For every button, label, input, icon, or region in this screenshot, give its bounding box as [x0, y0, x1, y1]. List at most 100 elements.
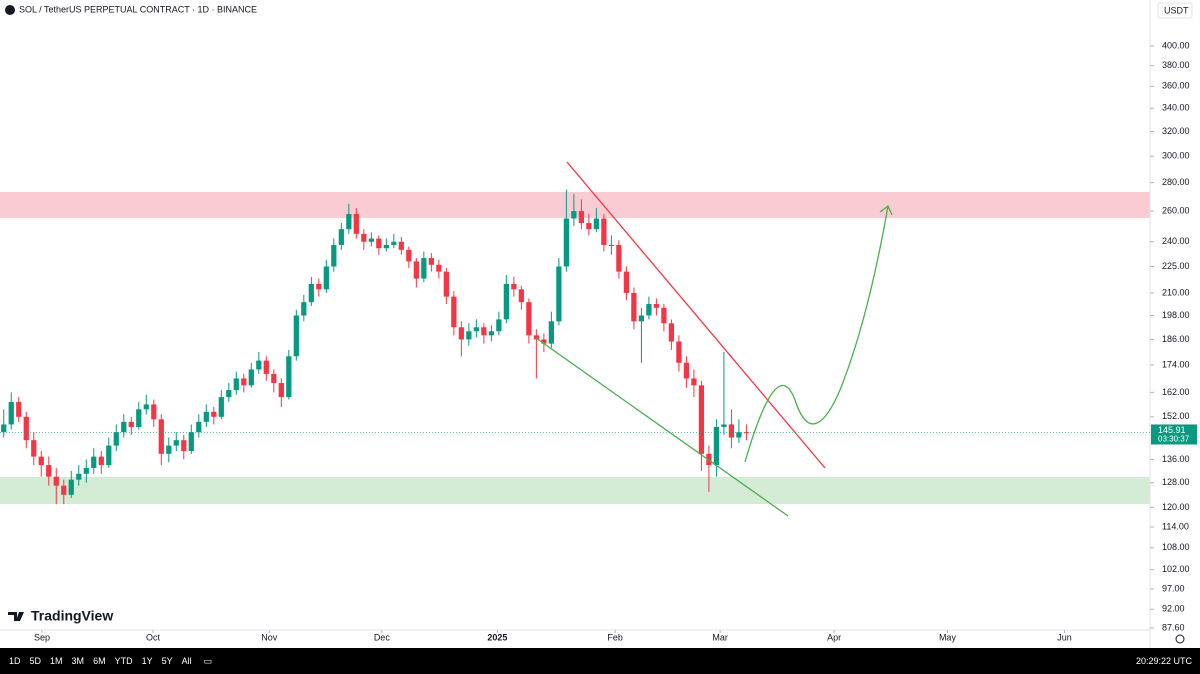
candle-body: [1, 424, 7, 433]
range-button[interactable]: 5Y: [161, 656, 173, 666]
y-tick-label: 120.00: [1162, 502, 1190, 512]
candle-body: [158, 419, 164, 454]
candle-body: [173, 440, 179, 446]
candle-body: [488, 331, 494, 336]
candle-body: [376, 238, 382, 249]
candle-body: [601, 218, 607, 245]
candle-body: [293, 315, 299, 357]
last-price-label: 145.91: [1158, 425, 1186, 435]
candle-body: [361, 233, 367, 242]
range-button[interactable]: 1Y: [141, 656, 153, 666]
range-button[interactable]: All: [181, 656, 192, 666]
candle-body: [61, 485, 67, 495]
candle-body: [683, 362, 690, 379]
candle-body: [458, 327, 464, 340]
y-tick-label: 102.00: [1162, 564, 1190, 574]
x-tick-label: May: [939, 632, 957, 642]
candle-body: [526, 302, 532, 336]
candle-body: [616, 244, 622, 272]
range-button[interactable]: YTD: [114, 656, 133, 666]
currency-button[interactable]: [1157, 2, 1193, 19]
candle-body: [421, 258, 427, 279]
candle-body: [316, 283, 322, 290]
y-tick-label: 360.00: [1162, 81, 1190, 91]
x-tick-label: Sep: [34, 632, 50, 642]
symbol-icon: [5, 5, 15, 15]
candle-body: [46, 465, 52, 477]
y-tick-label: 280.00: [1162, 177, 1190, 187]
candle-body: [481, 327, 487, 336]
candle-body: [181, 440, 187, 452]
range-button[interactable]: 1D: [9, 656, 21, 666]
x-tick-label: Apr: [827, 632, 841, 642]
candle-body: [518, 289, 524, 303]
candle-body: [151, 404, 157, 420]
countdown: 03:30:37: [1158, 435, 1190, 444]
y-tick-label: 400.00: [1162, 40, 1190, 50]
x-tick-label: Feb: [607, 632, 623, 642]
candle-body: [556, 266, 562, 322]
date-range-icon[interactable]: ▭: [203, 655, 213, 666]
candle-body: [263, 360, 269, 374]
range-button[interactable]: 3M: [71, 656, 85, 666]
candle-body: [668, 323, 675, 342]
candle-body: [113, 432, 119, 446]
candle-body: [98, 456, 104, 466]
candle-body: [533, 335, 539, 340]
support-zone: [0, 477, 1150, 504]
y-tick-label: 300.00: [1162, 151, 1190, 161]
candle-body: [218, 397, 224, 417]
y-tick-label: 380.00: [1162, 60, 1190, 70]
y-tick-label: 225.00: [1162, 261, 1190, 271]
candle-body: [496, 319, 502, 332]
y-tick-label: 97.00: [1162, 583, 1185, 593]
candle-body: [211, 411, 217, 417]
candle-body: [571, 211, 577, 219]
y-tick-label: 162.00: [1162, 387, 1190, 397]
x-tick-label: Jun: [1057, 632, 1072, 642]
chart: SOL / TetherUS PERPETUAL CONTRACT · 1D ·…: [0, 0, 1197, 648]
candle-body: [608, 244, 615, 246]
candle-body: [196, 421, 202, 433]
x-tick-label: Nov: [261, 632, 278, 642]
y-tick-label: 186.00: [1162, 334, 1190, 344]
candle-body: [466, 331, 472, 340]
y-tick-label: 136.00: [1162, 454, 1190, 464]
candle-body: [166, 445, 172, 454]
y-tick-label: 198.00: [1162, 310, 1190, 320]
watermark: TradingView: [31, 608, 113, 624]
candle-body: [91, 456, 97, 468]
x-tick-label: 2025: [487, 632, 507, 642]
candle-body: [323, 266, 329, 290]
candle-body: [638, 315, 645, 322]
trendline-support: [535, 337, 789, 517]
candle-body: [188, 432, 194, 452]
range-button[interactable]: 5D: [29, 656, 42, 666]
candle-body: [241, 378, 247, 386]
settings-icon[interactable]: [1175, 634, 1185, 644]
candle-body: [646, 304, 652, 316]
candle-body: [676, 341, 682, 363]
candle-body: [593, 218, 600, 230]
candle-body: [16, 401, 22, 417]
range-buttons: 1D 5D 1M 3M 6M YTD 1Y 5Y All: [0, 656, 192, 666]
candle-body: [428, 258, 434, 265]
x-tick-label: Oct: [146, 632, 161, 642]
candle-body: [721, 424, 727, 428]
x-tick-label: Mar: [712, 632, 728, 642]
candle-body: [226, 390, 232, 398]
clock: 20:29:22 UTC: [1135, 656, 1192, 666]
candle-body: [8, 401, 14, 425]
range-button[interactable]: 1M: [50, 656, 63, 666]
y-tick-label: 108.00: [1162, 542, 1190, 552]
candle-body: [713, 427, 720, 466]
y-tick-label: 128.00: [1162, 477, 1190, 487]
candle-body: [23, 416, 29, 441]
range-button[interactable]: 6M: [93, 656, 106, 666]
candle-body: [653, 304, 660, 308]
candle-body: [38, 456, 44, 466]
last-price-box: [1151, 424, 1197, 445]
projection-arrowhead: [879, 204, 893, 216]
candle-body: [331, 244, 337, 267]
